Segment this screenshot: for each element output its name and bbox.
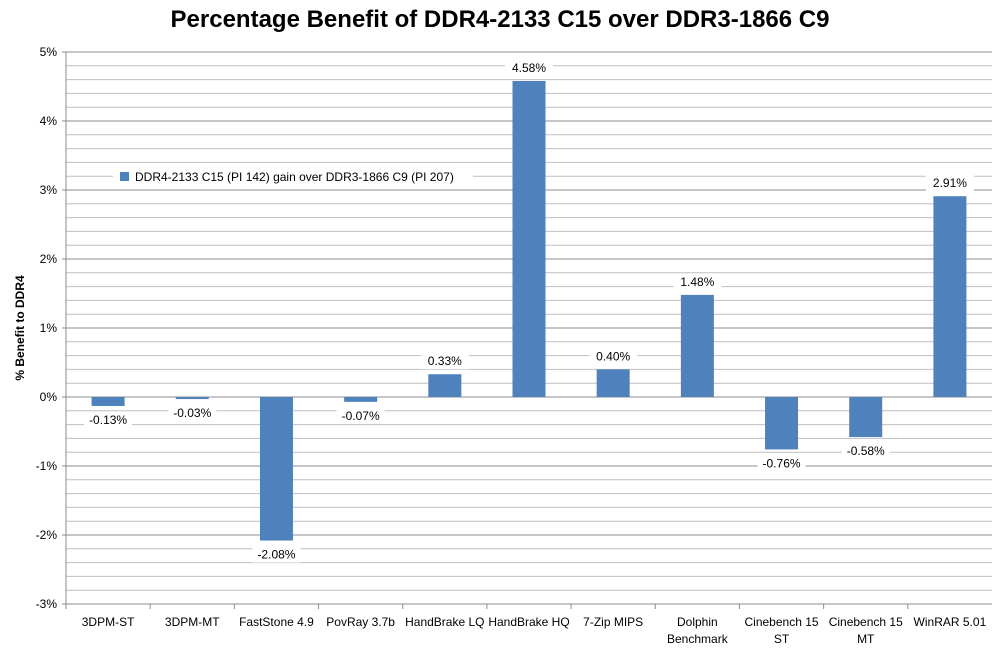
data-label: -0.07%	[342, 409, 380, 423]
data-label: 4.58%	[512, 61, 546, 75]
x-tick-label-line: Cinebench 15	[745, 615, 819, 629]
y-tick-label: -2%	[36, 528, 58, 542]
bar	[765, 397, 799, 450]
x-tick-label-line: HandBrake LQ	[405, 615, 484, 629]
x-tick-label-line: FastStone 4.9	[239, 615, 314, 629]
data-label-bg	[673, 273, 722, 290]
y-tick-label: 5%	[40, 45, 58, 59]
bars	[91, 80, 967, 541]
y-tick-label: 3%	[40, 183, 58, 197]
x-tick-label-line: Cinebench 15	[829, 615, 903, 629]
data-label-bg	[168, 405, 217, 422]
bar	[91, 397, 125, 406]
data-label-bg	[420, 353, 469, 370]
x-tick-label: FastStone 4.9	[239, 615, 314, 629]
chart-title: Percentage Benefit of DDR4-2133 C15 over…	[170, 6, 830, 33]
x-tick-label: HandBrake LQ	[405, 615, 484, 629]
legend: DDR4-2133 C15 (PI 142) gain over DDR3-18…	[113, 165, 473, 189]
bar	[344, 397, 378, 402]
x-tick-label-line: HandBrake HQ	[488, 615, 569, 629]
x-tick-label: PovRay 3.7b	[326, 615, 395, 629]
data-label-bg	[925, 175, 974, 192]
legend-box	[113, 165, 473, 189]
x-tick-label-line: 7-Zip MIPS	[583, 615, 643, 629]
data-label: -0.58%	[847, 444, 885, 458]
data-label: -0.76%	[763, 456, 801, 470]
x-tick-label-line: WinRAR 5.01	[914, 615, 987, 629]
data-label: 0.33%	[428, 354, 462, 368]
data-label-bg	[841, 443, 890, 460]
x-tick-label: Cinebench 15 MT	[829, 615, 903, 646]
data-label: 2.91%	[933, 176, 967, 190]
data-label-bg	[757, 455, 806, 472]
x-tick-label-line: ST	[774, 632, 790, 646]
bar	[512, 80, 546, 397]
bar	[596, 369, 630, 397]
legend-label: DDR4-2133 C15 (PI 142) gain over DDR3-18…	[135, 170, 454, 184]
legend-swatch	[120, 172, 129, 181]
axes: -3% -2% -1% 0% 1% 2% 3% 4% 5% 3DPM-ST 3DPM-MT FastS…	[36, 45, 992, 646]
bar	[933, 196, 967, 397]
x-tick-label-line: 3DPM-MT	[165, 615, 220, 629]
x-tick-label: 3DPM-MT	[165, 615, 220, 629]
data-labels: -0.13% -0.03% -2.08% -0.07% 0.33% 4.58% 0.40% 1…	[84, 59, 974, 563]
data-label: -0.03%	[173, 406, 211, 420]
x-tick-label: WinRAR 5.01	[914, 615, 987, 629]
y-tick-label: -3%	[36, 597, 58, 611]
data-label-bg	[505, 59, 553, 76]
data-label: 0.40%	[596, 349, 630, 363]
data-label: -2.08%	[257, 548, 295, 562]
data-label-bg	[336, 407, 385, 424]
bar	[175, 397, 209, 400]
data-label: 1.48%	[680, 275, 714, 289]
bar	[259, 397, 293, 541]
x-tick-label-line: Benchmark	[667, 632, 729, 646]
y-axis-title: % Benefit to DDR4	[13, 275, 27, 381]
x-tick-label: Dolphin Benchmark	[667, 615, 729, 646]
x-tick-label-line: Dolphin	[677, 615, 718, 629]
x-tick-label-line: 3DPM-ST	[82, 615, 135, 629]
x-tick-label: 7-Zip MIPS	[583, 615, 643, 629]
data-label-bg	[589, 348, 638, 365]
y-tick-label: 4%	[40, 114, 58, 128]
data-label: -0.13%	[89, 413, 127, 427]
data-label-bg	[252, 546, 301, 563]
data-label-bg	[84, 411, 133, 428]
bar	[428, 374, 462, 397]
x-tick-label: 3DPM-ST	[82, 615, 135, 629]
y-tick-label: 1%	[40, 321, 58, 335]
bar	[849, 397, 883, 438]
y-tick-label: -1%	[36, 459, 58, 473]
x-tick-label: Cinebench 15 ST	[745, 615, 819, 646]
x-tick-label-line: MT	[857, 632, 875, 646]
y-tick-label: 0%	[40, 390, 58, 404]
y-tick-label: 2%	[40, 252, 58, 266]
x-tick-label: HandBrake HQ	[488, 615, 569, 629]
x-tick-label-line: PovRay 3.7b	[326, 615, 395, 629]
bar	[680, 294, 714, 397]
